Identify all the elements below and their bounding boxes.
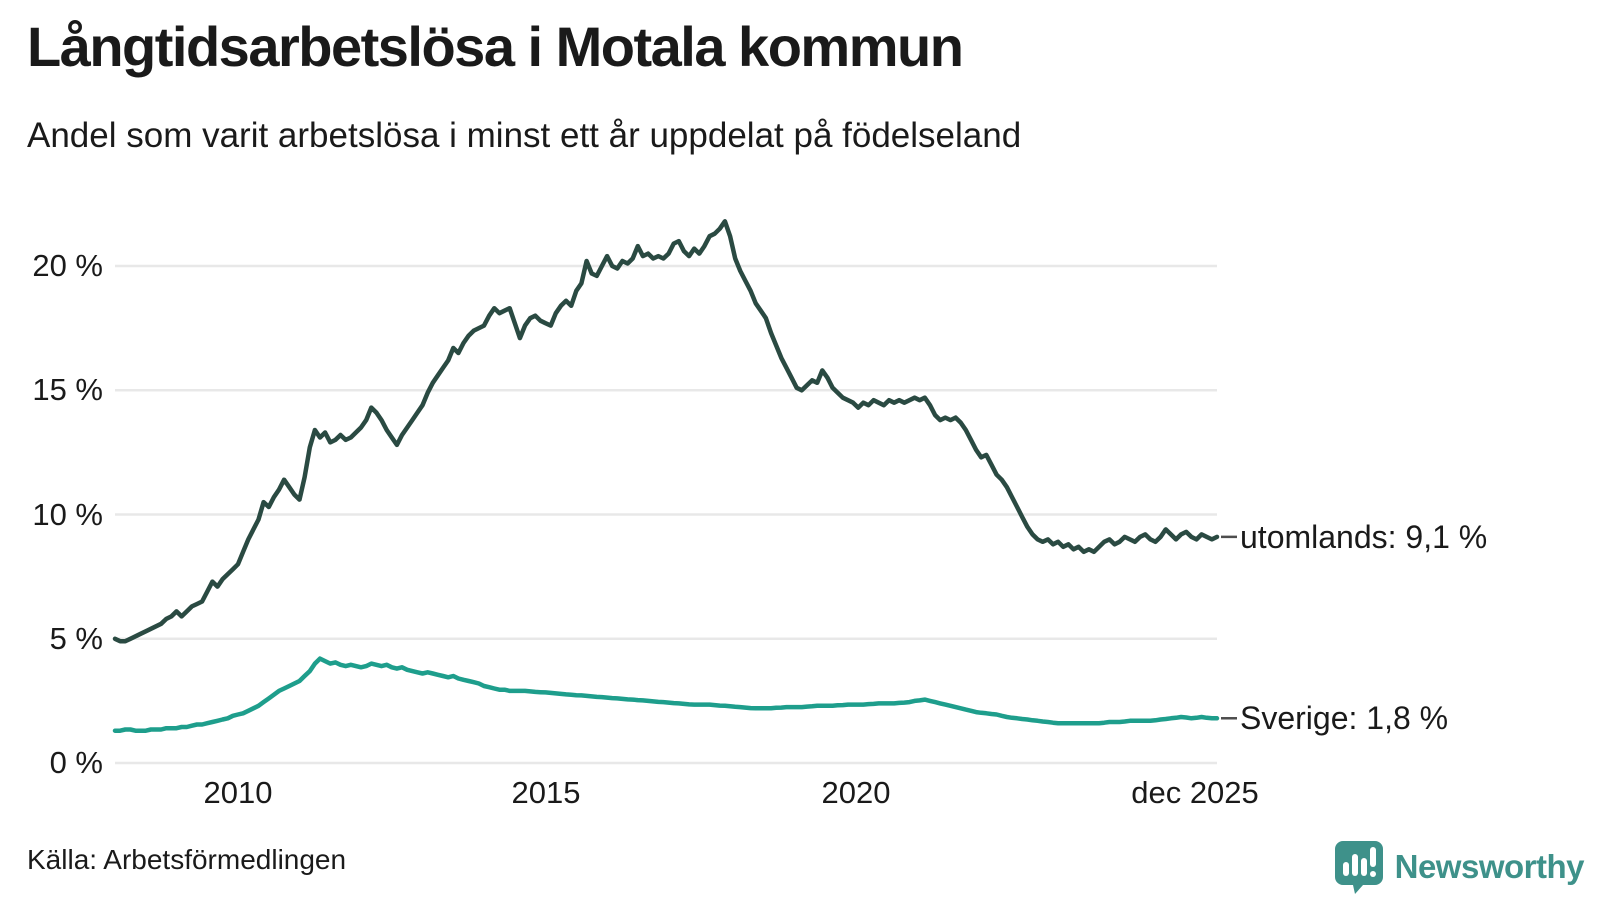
y-tick-20: 20 % bbox=[32, 248, 103, 283]
y-tick-0: 0 % bbox=[49, 745, 103, 780]
chart-title: Långtidsarbetslösa i Motala kommun bbox=[27, 15, 964, 78]
x-tick-2015: 2015 bbox=[511, 775, 581, 810]
line-utomlands bbox=[112, 219, 1220, 644]
y-tick-5: 5 % bbox=[49, 621, 103, 656]
source-note: Källa: Arbetsförmedlingen bbox=[27, 844, 347, 875]
series-label-sverige: Sverige: 1,8 % bbox=[1240, 700, 1449, 737]
chart-subtitle: Andel som varit arbetslösa i minst ett å… bbox=[27, 116, 1022, 155]
line-Sverige bbox=[112, 656, 1220, 733]
newsworthy-logo: Newsworthy bbox=[1333, 838, 1585, 896]
series-label-dashes bbox=[1221, 535, 1237, 720]
x-tick-2010: 2010 bbox=[203, 775, 273, 810]
newsworthy-wordmark: Newsworthy bbox=[1394, 848, 1585, 885]
speech-bubble-bar-chart-icon bbox=[1334, 841, 1383, 894]
series-label-utomlands: utomlands: 9,1 % bbox=[1240, 518, 1488, 555]
gridlines bbox=[115, 264, 1217, 765]
x-tick-dec2025: dec 2025 bbox=[1131, 775, 1259, 810]
series-lines bbox=[112, 219, 1220, 733]
y-tick-15: 15 % bbox=[32, 372, 103, 407]
x-tick-2020: 2020 bbox=[821, 775, 891, 810]
y-tick-10: 10 % bbox=[32, 497, 103, 532]
